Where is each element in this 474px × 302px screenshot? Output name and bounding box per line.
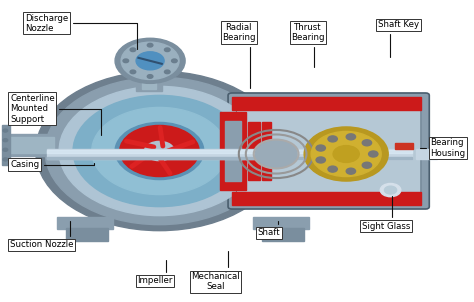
Circle shape [147,75,153,78]
Bar [232,191,421,205]
Text: Radial
Bearing: Radial Bearing [222,23,255,88]
Text: Shaft: Shaft [258,221,281,237]
Circle shape [369,151,378,157]
Bar [142,67,155,89]
Text: Casing: Casing [10,160,94,169]
Text: Thrust
Bearing: Thrust Bearing [291,23,325,67]
Circle shape [255,140,297,168]
Circle shape [3,129,8,132]
Text: Discharge
Nozzle: Discharge Nozzle [25,14,137,49]
Circle shape [145,141,174,161]
Circle shape [346,134,356,140]
Circle shape [73,95,246,207]
Circle shape [120,125,199,177]
Circle shape [115,38,185,83]
Circle shape [316,157,326,163]
Circle shape [346,168,356,174]
Bar [136,67,162,91]
Circle shape [3,139,8,142]
Circle shape [311,131,381,177]
Circle shape [130,70,136,74]
Bar [262,228,304,241]
Bar [47,150,411,153]
Bar [232,97,421,111]
Text: Bearing
Housing: Bearing Housing [420,138,465,158]
Circle shape [328,166,337,172]
Circle shape [384,186,397,194]
Circle shape [92,108,227,194]
Circle shape [123,59,128,63]
Circle shape [164,70,170,74]
Circle shape [333,146,359,162]
Text: Sight Glass: Sight Glass [362,196,410,231]
Bar [253,217,309,229]
Bar [248,122,260,180]
Circle shape [36,71,283,231]
Text: Suction Nozzle: Suction Nozzle [10,220,73,249]
Text: Impeller: Impeller [137,260,173,285]
Bar [8,137,55,153]
Circle shape [130,48,136,52]
Circle shape [362,140,372,146]
Circle shape [380,184,401,197]
Circle shape [45,77,274,225]
Circle shape [136,52,164,70]
Circle shape [147,43,153,47]
Text: Shaft Key: Shaft Key [378,20,419,56]
Bar [5,133,57,156]
Bar [416,149,437,159]
Text: Mechanical
Seal: Mechanical Seal [191,251,240,291]
Circle shape [3,158,8,161]
Bar [57,217,113,229]
Circle shape [362,162,372,168]
Bar [262,122,272,180]
Circle shape [164,48,170,52]
Circle shape [115,122,204,180]
Bar [395,143,413,149]
Circle shape [121,42,179,79]
Bar [2,125,10,165]
Circle shape [172,59,177,63]
FancyBboxPatch shape [237,98,421,204]
Bar [220,112,246,190]
Circle shape [59,86,260,216]
Circle shape [316,145,326,151]
Circle shape [304,127,388,181]
Circle shape [328,136,337,142]
Bar [47,149,411,159]
Circle shape [3,148,8,151]
Bar [225,121,241,181]
Text: Centerline
Mounted
Support: Centerline Mounted Support [10,94,101,135]
Bar [66,228,108,241]
Bar [47,157,411,159]
FancyBboxPatch shape [228,93,429,209]
